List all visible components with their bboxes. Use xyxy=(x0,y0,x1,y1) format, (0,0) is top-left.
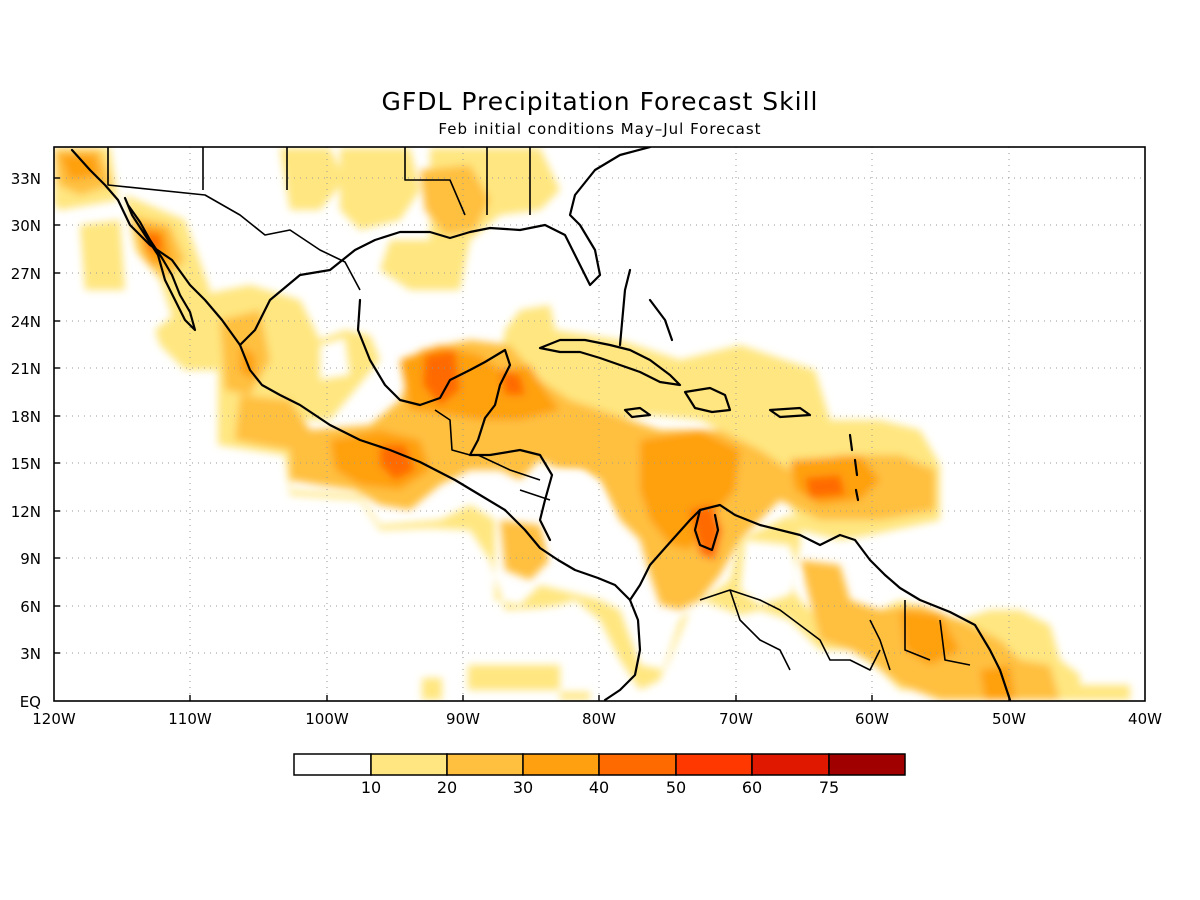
legend-label: 30 xyxy=(513,778,533,797)
legend-swatch xyxy=(522,753,600,776)
lon-labels: 120W 110W 100W 90W 80W 70W 60W 50W 40W xyxy=(32,710,1162,728)
lon-label: 70W xyxy=(719,710,753,728)
legend-label: 75 xyxy=(819,778,839,797)
lat-label: EQ xyxy=(20,693,41,711)
lat-label: 9N xyxy=(20,550,41,568)
legend-swatch xyxy=(446,753,524,776)
lon-label: 90W xyxy=(446,710,480,728)
coastlines xyxy=(70,147,1012,701)
legend-swatch xyxy=(751,753,830,776)
legend-swatch xyxy=(598,753,677,776)
lat-label: 21N xyxy=(11,360,41,378)
lon-label: 40W xyxy=(1128,710,1162,728)
legend-label: 60 xyxy=(742,778,762,797)
lat-label: 15N xyxy=(11,455,41,473)
color-legend: 10 20 30 40 50 60 75 xyxy=(293,753,906,797)
legend-swatch xyxy=(293,753,372,776)
lat-label: 18N xyxy=(11,408,41,426)
legend-swatch xyxy=(675,753,753,776)
map-title: GFDL Precipitation Forecast Skill xyxy=(381,87,818,116)
lat-label: 12N xyxy=(11,503,41,521)
map-subtitle: Feb initial conditions May–Jul Forecast xyxy=(438,120,761,138)
lat-label: 33N xyxy=(11,170,41,188)
country-borders xyxy=(107,147,971,671)
lat-label: 30N xyxy=(11,217,41,235)
lat-label: 24N xyxy=(11,313,41,331)
lat-label: 6N xyxy=(20,598,41,616)
legend-label: 50 xyxy=(666,778,686,797)
skill-shading xyxy=(54,147,1130,700)
axis-ticks xyxy=(54,177,1010,701)
lon-label: 50W xyxy=(992,710,1026,728)
legend-label: 20 xyxy=(437,778,457,797)
legend-label: 10 xyxy=(361,778,381,797)
lon-label: 110W xyxy=(168,710,212,728)
lon-label: 80W xyxy=(582,710,616,728)
legend-label: 40 xyxy=(589,778,609,797)
lon-label: 60W xyxy=(855,710,889,728)
legend-swatch xyxy=(370,753,448,776)
lat-labels: 33N 30N 27N 24N 21N 18N 15N 12N 9N 6N 3N… xyxy=(11,170,41,711)
lon-label: 100W xyxy=(305,710,349,728)
lat-label: 27N xyxy=(11,265,41,283)
legend-swatch xyxy=(828,753,906,776)
lon-label: 120W xyxy=(32,710,76,728)
lat-label: 3N xyxy=(20,645,41,663)
